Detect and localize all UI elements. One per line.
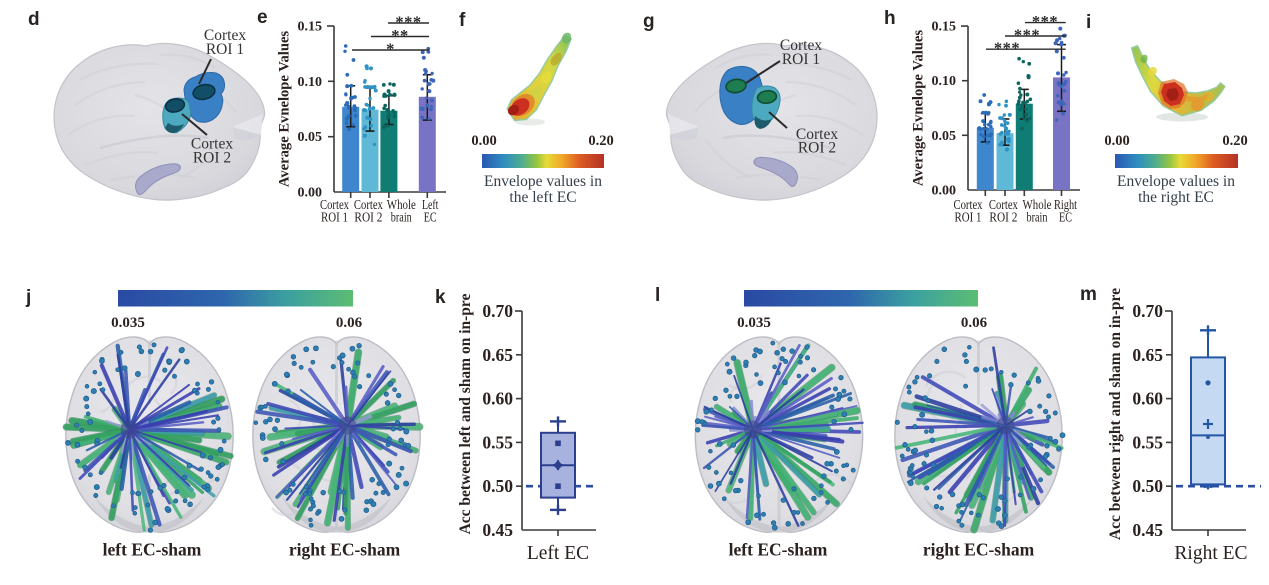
svg-text:*: * [386, 40, 395, 59]
svg-text:EC: EC [424, 210, 437, 225]
svg-text:0.035: 0.035 [737, 315, 771, 331]
svg-text:0.06: 0.06 [961, 315, 988, 331]
svg-text:ROI 1: ROI 1 [782, 51, 820, 68]
svg-text:***: *** [1032, 12, 1058, 31]
svg-text:Cortex: Cortex [354, 197, 383, 212]
svg-text:0.06: 0.06 [336, 315, 363, 331]
svg-text:Envelope values in: Envelope values in [484, 173, 602, 190]
svg-text:Left EC: Left EC [527, 543, 589, 564]
svg-text:ROI 2: ROI 2 [798, 140, 836, 157]
svg-text:0.50: 0.50 [482, 476, 513, 496]
svg-text:0.15: 0.15 [298, 20, 323, 35]
svg-text:Average Evnelope Values: Average Evnelope Values [911, 30, 927, 187]
svg-text:0.00: 0.00 [1104, 133, 1129, 149]
svg-text:Cortex: Cortex [204, 27, 246, 44]
svg-text:Cortex: Cortex [796, 126, 838, 143]
svg-text:0.55: 0.55 [1132, 432, 1163, 452]
svg-text:0.65: 0.65 [482, 345, 513, 365]
svg-text:***: *** [395, 13, 421, 32]
svg-text:0.05: 0.05 [298, 130, 323, 145]
svg-text:0.05: 0.05 [932, 129, 957, 144]
svg-text:Whole: Whole [1023, 197, 1052, 212]
svg-text:0.10: 0.10 [298, 75, 323, 90]
svg-text:0.50: 0.50 [1132, 476, 1163, 496]
svg-text:Average Evnelope Values: Average Evnelope Values [277, 31, 293, 188]
svg-text:***: *** [994, 39, 1020, 58]
svg-text:0.035: 0.035 [111, 315, 145, 331]
svg-text:0.10: 0.10 [932, 74, 957, 89]
svg-text:brain: brain [391, 210, 412, 225]
svg-text:0.70: 0.70 [482, 301, 513, 321]
svg-text:Acc between right and sham on: Acc between right and sham on in-pre [1107, 288, 1124, 540]
svg-text:right EC-sham: right EC-sham [923, 540, 1035, 560]
svg-text:ROI 2: ROI 2 [193, 150, 231, 167]
svg-text:Cortex: Cortex [989, 197, 1018, 212]
svg-text:Cortex: Cortex [780, 37, 822, 54]
svg-text:ROI 1: ROI 1 [955, 210, 982, 225]
svg-text:Acc between left and sham on i: Acc between left and sham on in-pre [457, 293, 474, 534]
svg-text:Cortex: Cortex [320, 197, 349, 212]
svg-text:the left EC: the left EC [509, 189, 576, 206]
svg-text:0.20: 0.20 [588, 133, 613, 149]
svg-text:0.00: 0.00 [298, 186, 323, 201]
svg-text:Right EC: Right EC [1174, 543, 1247, 564]
svg-text:0.45: 0.45 [482, 520, 513, 540]
svg-text:Envelope values in: Envelope values in [1117, 173, 1235, 190]
svg-text:0.00: 0.00 [932, 184, 957, 199]
svg-text:0.70: 0.70 [1132, 301, 1163, 321]
svg-text:Whole: Whole [387, 197, 416, 212]
svg-text:right EC-sham: right EC-sham [289, 540, 401, 560]
svg-text:0.15: 0.15 [932, 20, 957, 35]
svg-text:ROI 2: ROI 2 [354, 210, 382, 225]
svg-text:left EC-sham: left EC-sham [103, 540, 202, 560]
svg-text:0.20: 0.20 [1222, 133, 1247, 149]
svg-text:0.55: 0.55 [482, 432, 513, 452]
svg-text:0.60: 0.60 [482, 389, 513, 409]
svg-text:Right: Right [1054, 197, 1077, 212]
svg-text:Cortex: Cortex [191, 136, 233, 153]
svg-text:0.45: 0.45 [1132, 520, 1163, 540]
svg-text:ROI 1: ROI 1 [321, 210, 348, 225]
svg-text:left EC-sham: left EC-sham [729, 540, 828, 560]
svg-text:***: *** [1014, 26, 1040, 45]
svg-text:0.00: 0.00 [471, 133, 496, 149]
svg-text:Left: Left [422, 197, 439, 212]
svg-text:ROI 1: ROI 1 [206, 41, 244, 58]
svg-text:ROI 2: ROI 2 [989, 210, 1017, 225]
svg-text:the right EC: the right EC [1138, 189, 1214, 206]
svg-text:EC: EC [1059, 210, 1072, 225]
svg-text:0.60: 0.60 [1132, 389, 1163, 409]
svg-text:0.65: 0.65 [1132, 345, 1163, 365]
svg-text:**: ** [391, 26, 409, 45]
svg-text:brain: brain [1027, 210, 1048, 225]
svg-text:Cortex: Cortex [954, 197, 983, 212]
